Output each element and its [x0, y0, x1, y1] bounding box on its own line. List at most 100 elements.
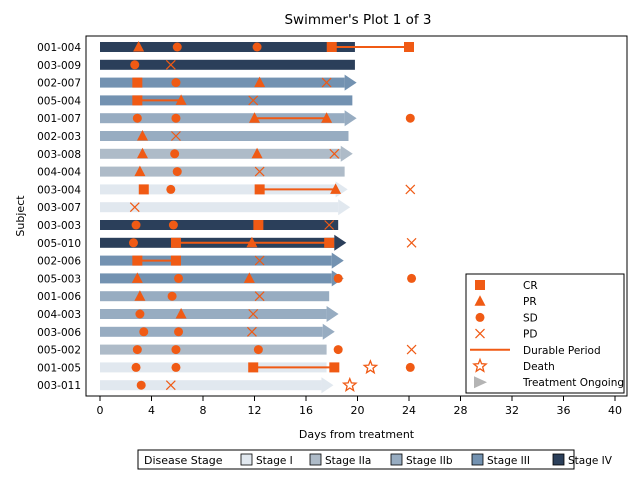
event-marker-pd-stroke — [254, 255, 265, 266]
subject-row-003-004: 003-004 — [37, 181, 416, 198]
legend-label: Durable Period — [523, 345, 601, 357]
event-marker-pd — [254, 166, 265, 177]
stage-bar — [100, 166, 345, 177]
subject-label: 001-007 — [37, 113, 81, 125]
subject-row-002-006: 002-006 — [37, 252, 344, 269]
subject-label: 005-004 — [37, 95, 81, 107]
event-marker-pd-stroke — [254, 291, 265, 302]
response-legend: CR PR SD PD Durable Period Death Treatment Ong… — [465, 273, 625, 394]
event-marker-pr — [243, 272, 255, 283]
subject-label: 003-004 — [37, 184, 81, 196]
subject-label: 003-008 — [37, 149, 81, 161]
event-marker-sd — [252, 42, 262, 52]
event-marker-pd — [329, 148, 340, 159]
event-marker-pr — [134, 165, 146, 177]
ongoing-arrow — [340, 145, 353, 162]
legend-label: Treatment Ongoing — [522, 377, 624, 389]
event-marker-pr — [249, 112, 260, 123]
stage-bar — [100, 380, 322, 391]
subject-label: 004-004 — [37, 167, 81, 179]
stage-bar — [100, 344, 327, 355]
event-marker-sd — [170, 149, 180, 159]
ongoing-arrow — [321, 377, 334, 394]
x-tick-label: 32 — [505, 404, 519, 417]
event-marker-sd — [139, 327, 149, 337]
subject-row-001-006: 001-006 — [37, 290, 330, 303]
legend-box — [465, 273, 625, 394]
subject-label: 005-003 — [37, 273, 81, 285]
ongoing-arrow — [344, 110, 357, 127]
x-tick-label: 12 — [248, 404, 262, 417]
event-marker-pd — [171, 131, 181, 141]
event-marker-sd — [172, 42, 182, 52]
event-marker-pd — [321, 77, 332, 88]
event-marker-sd — [253, 345, 263, 355]
event-marker-pd-stroke — [248, 95, 259, 106]
event-marker-death — [341, 376, 358, 392]
event-marker-pd — [254, 291, 265, 302]
subject-row-002-003: 002-003 — [37, 130, 349, 143]
stage-bar — [100, 273, 332, 284]
x-tick-label: 16 — [299, 404, 313, 417]
event-marker-pd-stroke — [248, 309, 259, 319]
event-marker-sd — [131, 220, 141, 230]
legend-label: PR — [523, 296, 537, 308]
event-marker-cr — [170, 237, 181, 248]
subject-row-003-007: 003-007 — [37, 199, 351, 216]
subject-row-001-005: 001-005 — [37, 359, 415, 374]
stage-swatch — [240, 453, 253, 466]
event-marker-sd — [167, 291, 177, 301]
stage-label: Stage III — [487, 455, 530, 467]
event-marker-pd-stroke — [129, 202, 140, 213]
event-marker-sd — [171, 113, 181, 123]
legend-symbol-pd-stroke — [475, 328, 485, 339]
event-marker-pd-stroke — [324, 220, 335, 230]
stage-bar — [100, 326, 323, 337]
stage-swatch — [471, 453, 484, 466]
x-tick-label: 36 — [557, 404, 571, 417]
stage-label: Stage I — [256, 455, 293, 467]
event-marker-pd — [165, 380, 176, 391]
ongoing-arrow — [338, 199, 351, 216]
subject-row-003-003: 003-003 — [37, 220, 339, 232]
event-marker-cr — [248, 362, 259, 373]
event-marker-pd — [248, 95, 259, 106]
event-marker-cr — [253, 220, 264, 230]
stage-label: Stage IIa — [325, 455, 371, 467]
subject-label: 001-006 — [37, 291, 81, 303]
stage-bar — [100, 148, 341, 159]
x-tick-label: 28 — [454, 404, 468, 417]
legend-label: PD — [523, 329, 537, 341]
event-marker-cr — [132, 95, 143, 106]
legend-label: CR — [523, 280, 538, 292]
event-marker-pr — [251, 147, 263, 159]
chart-title: Swimmer's Plot 1 of 3 — [284, 12, 431, 28]
stage-bar — [100, 59, 355, 70]
event-marker-sd — [333, 345, 343, 355]
stage-swatch — [309, 453, 322, 466]
subject-label: 002-007 — [37, 78, 81, 90]
stage-bar — [100, 220, 339, 230]
x-tick-label: 24 — [402, 404, 416, 417]
stage-bar — [100, 77, 345, 88]
event-marker-sd — [174, 273, 184, 283]
event-marker-sd — [168, 220, 178, 230]
event-marker-pr — [175, 94, 187, 105]
stage-bar — [100, 309, 327, 319]
subject-label: 001-005 — [37, 362, 81, 374]
stage-label: Stage IV — [568, 455, 613, 467]
stage-bar — [100, 184, 336, 195]
event-marker-sd — [405, 113, 415, 123]
event-marker-sd — [166, 184, 176, 194]
stage-bar — [100, 362, 327, 373]
event-marker-sd — [333, 273, 343, 283]
event-marker-pd — [248, 309, 259, 319]
subject-row-002-007: 002-007 — [37, 74, 357, 91]
event-marker-sd — [132, 345, 142, 355]
event-marker-cr — [326, 42, 337, 52]
event-marker-pd — [406, 344, 417, 355]
subject-row-005-004: 005-004 — [37, 94, 353, 107]
subject-label: 002-003 — [37, 131, 81, 143]
event-marker-cr — [132, 77, 143, 88]
event-marker-pr — [246, 236, 258, 248]
